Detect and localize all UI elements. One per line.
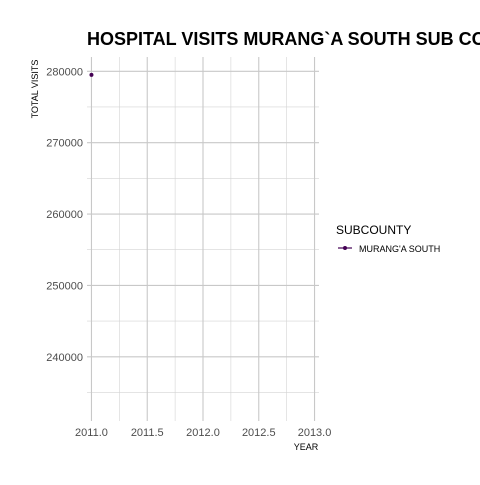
x-axis-label: YEAR	[294, 442, 319, 452]
y-tick-label: 270000	[46, 138, 83, 150]
x-tick-label: 2011.5	[131, 427, 164, 439]
x-tick-label: 2012.5	[242, 427, 276, 439]
grid	[87, 57, 319, 421]
y-tick-label: 280000	[46, 66, 83, 78]
y-tick-label: 250000	[46, 280, 83, 292]
y-tick-label: 240000	[46, 352, 83, 364]
legend: SUBCOUNTY MURANG'A SOUTH	[336, 223, 440, 254]
x-tick-label: 2012.0	[186, 427, 220, 439]
legend-entry-label: MURANG'A SOUTH	[359, 244, 440, 254]
axis-ticks: 2011.0 2011.5 2012.0 2012.5 2013.0 240000 2500…	[46, 66, 331, 439]
series-layer	[89, 72, 94, 77]
legend-key-point	[343, 246, 347, 250]
x-tick-label: 2011.0	[75, 427, 108, 439]
y-axis-label: TOTAL VISITS	[30, 60, 40, 119]
legend-title: SUBCOUNTY	[336, 223, 411, 237]
chart-title: HOSPITAL VISITS MURANG`A SOUTH SUB COUNT…	[87, 29, 480, 49]
x-tick-label: 2013.0	[298, 427, 332, 439]
y-tick-label: 260000	[46, 209, 83, 221]
data-point	[89, 72, 94, 77]
